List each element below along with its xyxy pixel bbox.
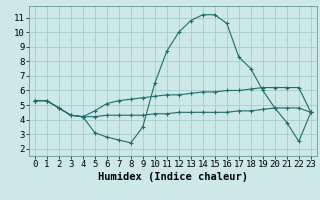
X-axis label: Humidex (Indice chaleur): Humidex (Indice chaleur) (98, 172, 248, 182)
